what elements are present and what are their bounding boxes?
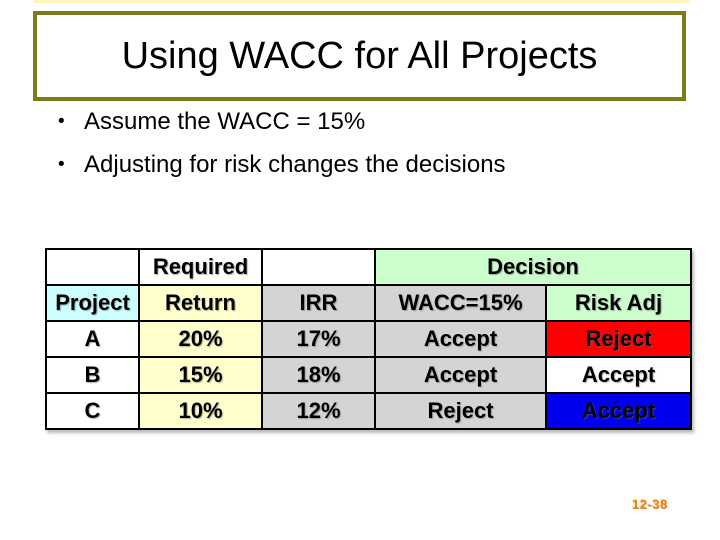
bullet-dot-icon: •	[58, 154, 65, 175]
bullet-text-risk-adjustment: Adjusting for risk changes the decisions	[84, 151, 506, 178]
bullet-dot-icon: •	[58, 111, 65, 132]
header-required: Required	[138, 248, 263, 286]
page-title: Using WACC for All Projects	[121, 34, 598, 77]
bullet-list: • Assume the WACC = 15% • Adjusting for …	[52, 107, 692, 193]
cell-irr: 17%	[261, 320, 376, 358]
cell-required-return: 15%	[138, 356, 263, 394]
cell-blank	[261, 248, 376, 286]
project-decision-table: Required Decision Project Return IRR WAC…	[45, 248, 692, 430]
cell-risk-adj-decision: Reject	[545, 320, 692, 358]
cell-required-return: 10%	[138, 392, 263, 430]
cell-irr: 12%	[261, 392, 376, 430]
cell-irr: 18%	[261, 356, 376, 394]
column-header-risk-adj: Risk Adj	[545, 284, 692, 322]
cell-risk-adj-decision: Accept	[545, 356, 692, 394]
cell-project: B	[45, 356, 140, 394]
title-box: Using WACC for All Projects	[33, 11, 686, 101]
table-row-project-c: C 10% 12% Reject Accept	[45, 392, 692, 430]
top-accent-line	[33, 0, 690, 3]
cell-wacc-decision: Reject	[374, 392, 547, 430]
cell-project: A	[45, 320, 140, 358]
table-row-header-top: Required Decision	[45, 248, 692, 286]
column-header-irr: IRR	[261, 284, 376, 322]
cell-wacc-decision: Accept	[374, 356, 547, 394]
bullet-item: • Assume the WACC = 15%	[52, 107, 692, 137]
cell-required-return: 20%	[138, 320, 263, 358]
table-row-project-a: A 20% 17% Accept Reject	[45, 320, 692, 358]
cell-wacc-decision: Accept	[374, 320, 547, 358]
header-decision: Decision	[374, 248, 692, 286]
bullet-text-wacc-assumption: Assume the WACC = 15%	[84, 108, 366, 135]
page-number: 12-38	[632, 497, 668, 512]
cell-project: C	[45, 392, 140, 430]
column-header-wacc: WACC=15%	[374, 284, 547, 322]
cell-blank	[45, 248, 140, 286]
bullet-item: • Adjusting for risk changes the decisio…	[52, 150, 692, 180]
cell-risk-adj-decision: Accept	[545, 392, 692, 430]
column-header-project: Project	[45, 284, 140, 322]
table-row-project-b: B 15% 18% Accept Accept	[45, 356, 692, 394]
table-row-header: Project Return IRR WACC=15% Risk Adj	[45, 284, 692, 322]
column-header-return: Return	[138, 284, 263, 322]
